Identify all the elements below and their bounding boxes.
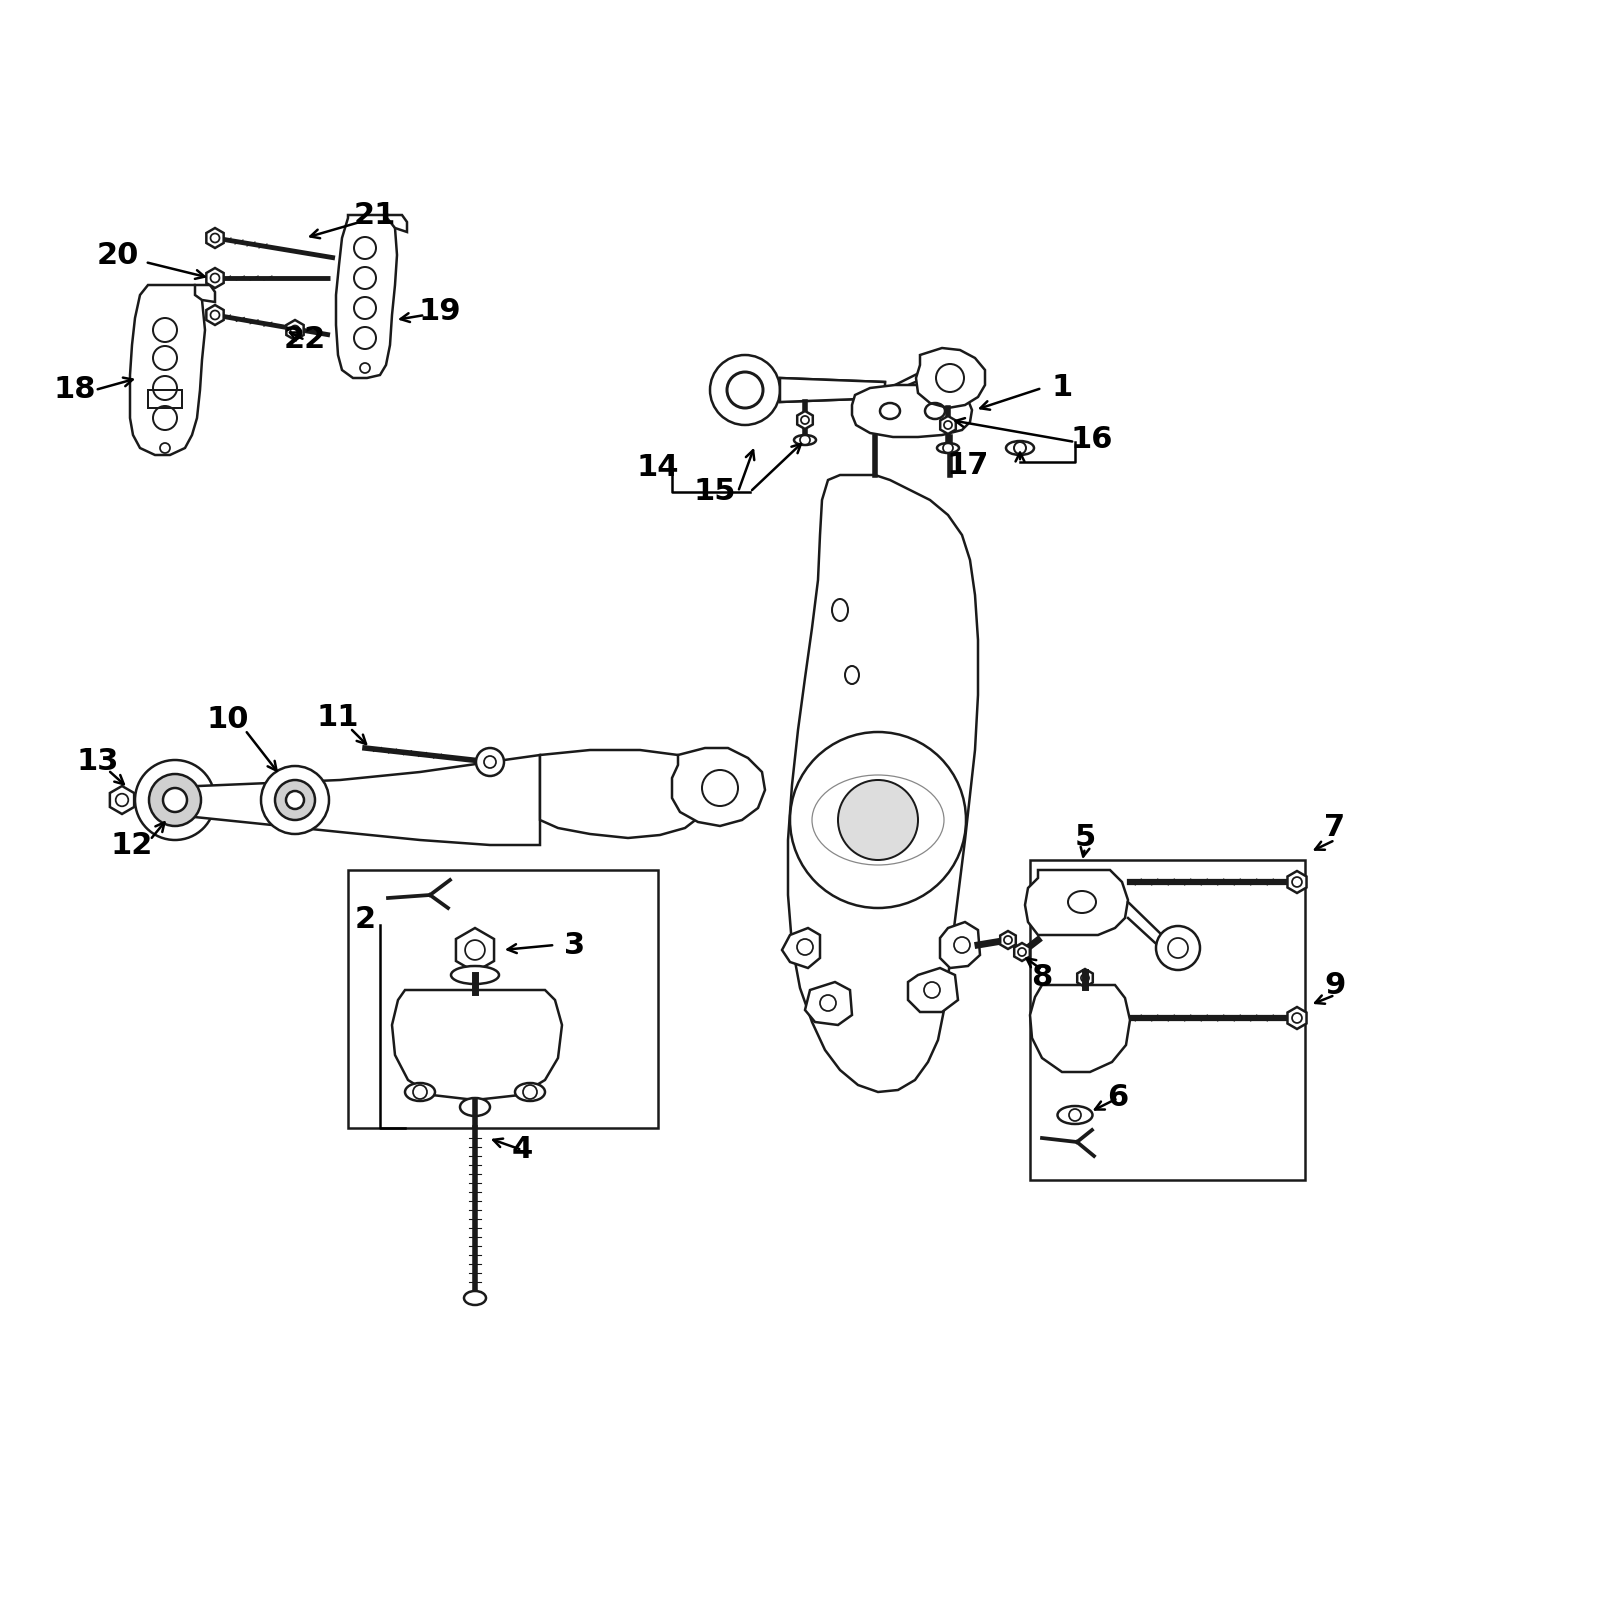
Circle shape — [838, 781, 918, 861]
Text: 13: 13 — [77, 747, 118, 776]
Polygon shape — [1014, 942, 1030, 962]
Ellipse shape — [451, 966, 499, 984]
Text: 1: 1 — [1051, 373, 1072, 403]
Text: 8: 8 — [1032, 963, 1053, 992]
Circle shape — [149, 774, 202, 826]
Polygon shape — [797, 411, 813, 429]
Polygon shape — [941, 416, 955, 434]
Ellipse shape — [1006, 442, 1034, 454]
Ellipse shape — [794, 435, 816, 445]
Polygon shape — [1026, 870, 1128, 934]
Polygon shape — [672, 749, 765, 826]
Text: 12: 12 — [110, 830, 154, 859]
Ellipse shape — [464, 1291, 486, 1306]
Text: 16: 16 — [1070, 426, 1114, 454]
Text: 11: 11 — [317, 704, 360, 733]
Polygon shape — [387, 214, 406, 232]
Circle shape — [134, 760, 214, 840]
Text: 15: 15 — [694, 477, 736, 507]
Text: 10: 10 — [206, 706, 250, 734]
Polygon shape — [206, 267, 224, 288]
Text: 2: 2 — [355, 906, 376, 934]
Text: 14: 14 — [637, 453, 680, 483]
Circle shape — [275, 781, 315, 819]
Polygon shape — [195, 285, 214, 302]
Polygon shape — [110, 786, 134, 814]
Circle shape — [1155, 926, 1200, 970]
Text: 7: 7 — [1325, 813, 1346, 843]
Ellipse shape — [461, 1098, 490, 1117]
Polygon shape — [787, 475, 978, 1091]
Text: 22: 22 — [283, 325, 326, 355]
Text: 5: 5 — [1074, 824, 1096, 853]
Text: 21: 21 — [354, 200, 397, 229]
Text: 9: 9 — [1325, 971, 1346, 1000]
Ellipse shape — [515, 1083, 546, 1101]
Polygon shape — [1288, 1006, 1307, 1029]
Polygon shape — [206, 306, 224, 325]
Polygon shape — [392, 990, 562, 1101]
Text: 17: 17 — [947, 451, 989, 480]
Text: 6: 6 — [1107, 1083, 1128, 1112]
Text: 3: 3 — [565, 931, 586, 960]
Polygon shape — [782, 928, 819, 968]
Polygon shape — [909, 968, 958, 1013]
Polygon shape — [336, 214, 397, 378]
Polygon shape — [915, 349, 986, 408]
Polygon shape — [805, 982, 851, 1026]
Polygon shape — [456, 928, 494, 971]
Ellipse shape — [405, 1083, 435, 1101]
Circle shape — [710, 355, 781, 426]
Circle shape — [790, 733, 966, 909]
Bar — [147, 390, 182, 408]
Polygon shape — [781, 378, 885, 402]
Circle shape — [726, 371, 763, 408]
Polygon shape — [941, 922, 979, 968]
Circle shape — [163, 787, 187, 813]
Ellipse shape — [938, 443, 958, 453]
Circle shape — [477, 749, 504, 776]
Text: 20: 20 — [98, 240, 139, 269]
Text: 4: 4 — [512, 1136, 533, 1165]
Polygon shape — [286, 320, 304, 341]
Circle shape — [261, 766, 330, 834]
Polygon shape — [1030, 986, 1130, 1072]
Polygon shape — [130, 285, 205, 454]
Polygon shape — [851, 386, 973, 437]
Circle shape — [286, 790, 304, 810]
Bar — [1030, 861, 1306, 1181]
Bar — [349, 870, 658, 1128]
Polygon shape — [1077, 970, 1093, 987]
Polygon shape — [174, 755, 541, 845]
Text: 19: 19 — [419, 298, 461, 326]
Text: 18: 18 — [54, 376, 96, 405]
Polygon shape — [206, 227, 224, 248]
Polygon shape — [541, 750, 706, 838]
Ellipse shape — [1058, 1106, 1093, 1123]
Polygon shape — [1288, 870, 1307, 893]
Polygon shape — [1000, 931, 1016, 949]
